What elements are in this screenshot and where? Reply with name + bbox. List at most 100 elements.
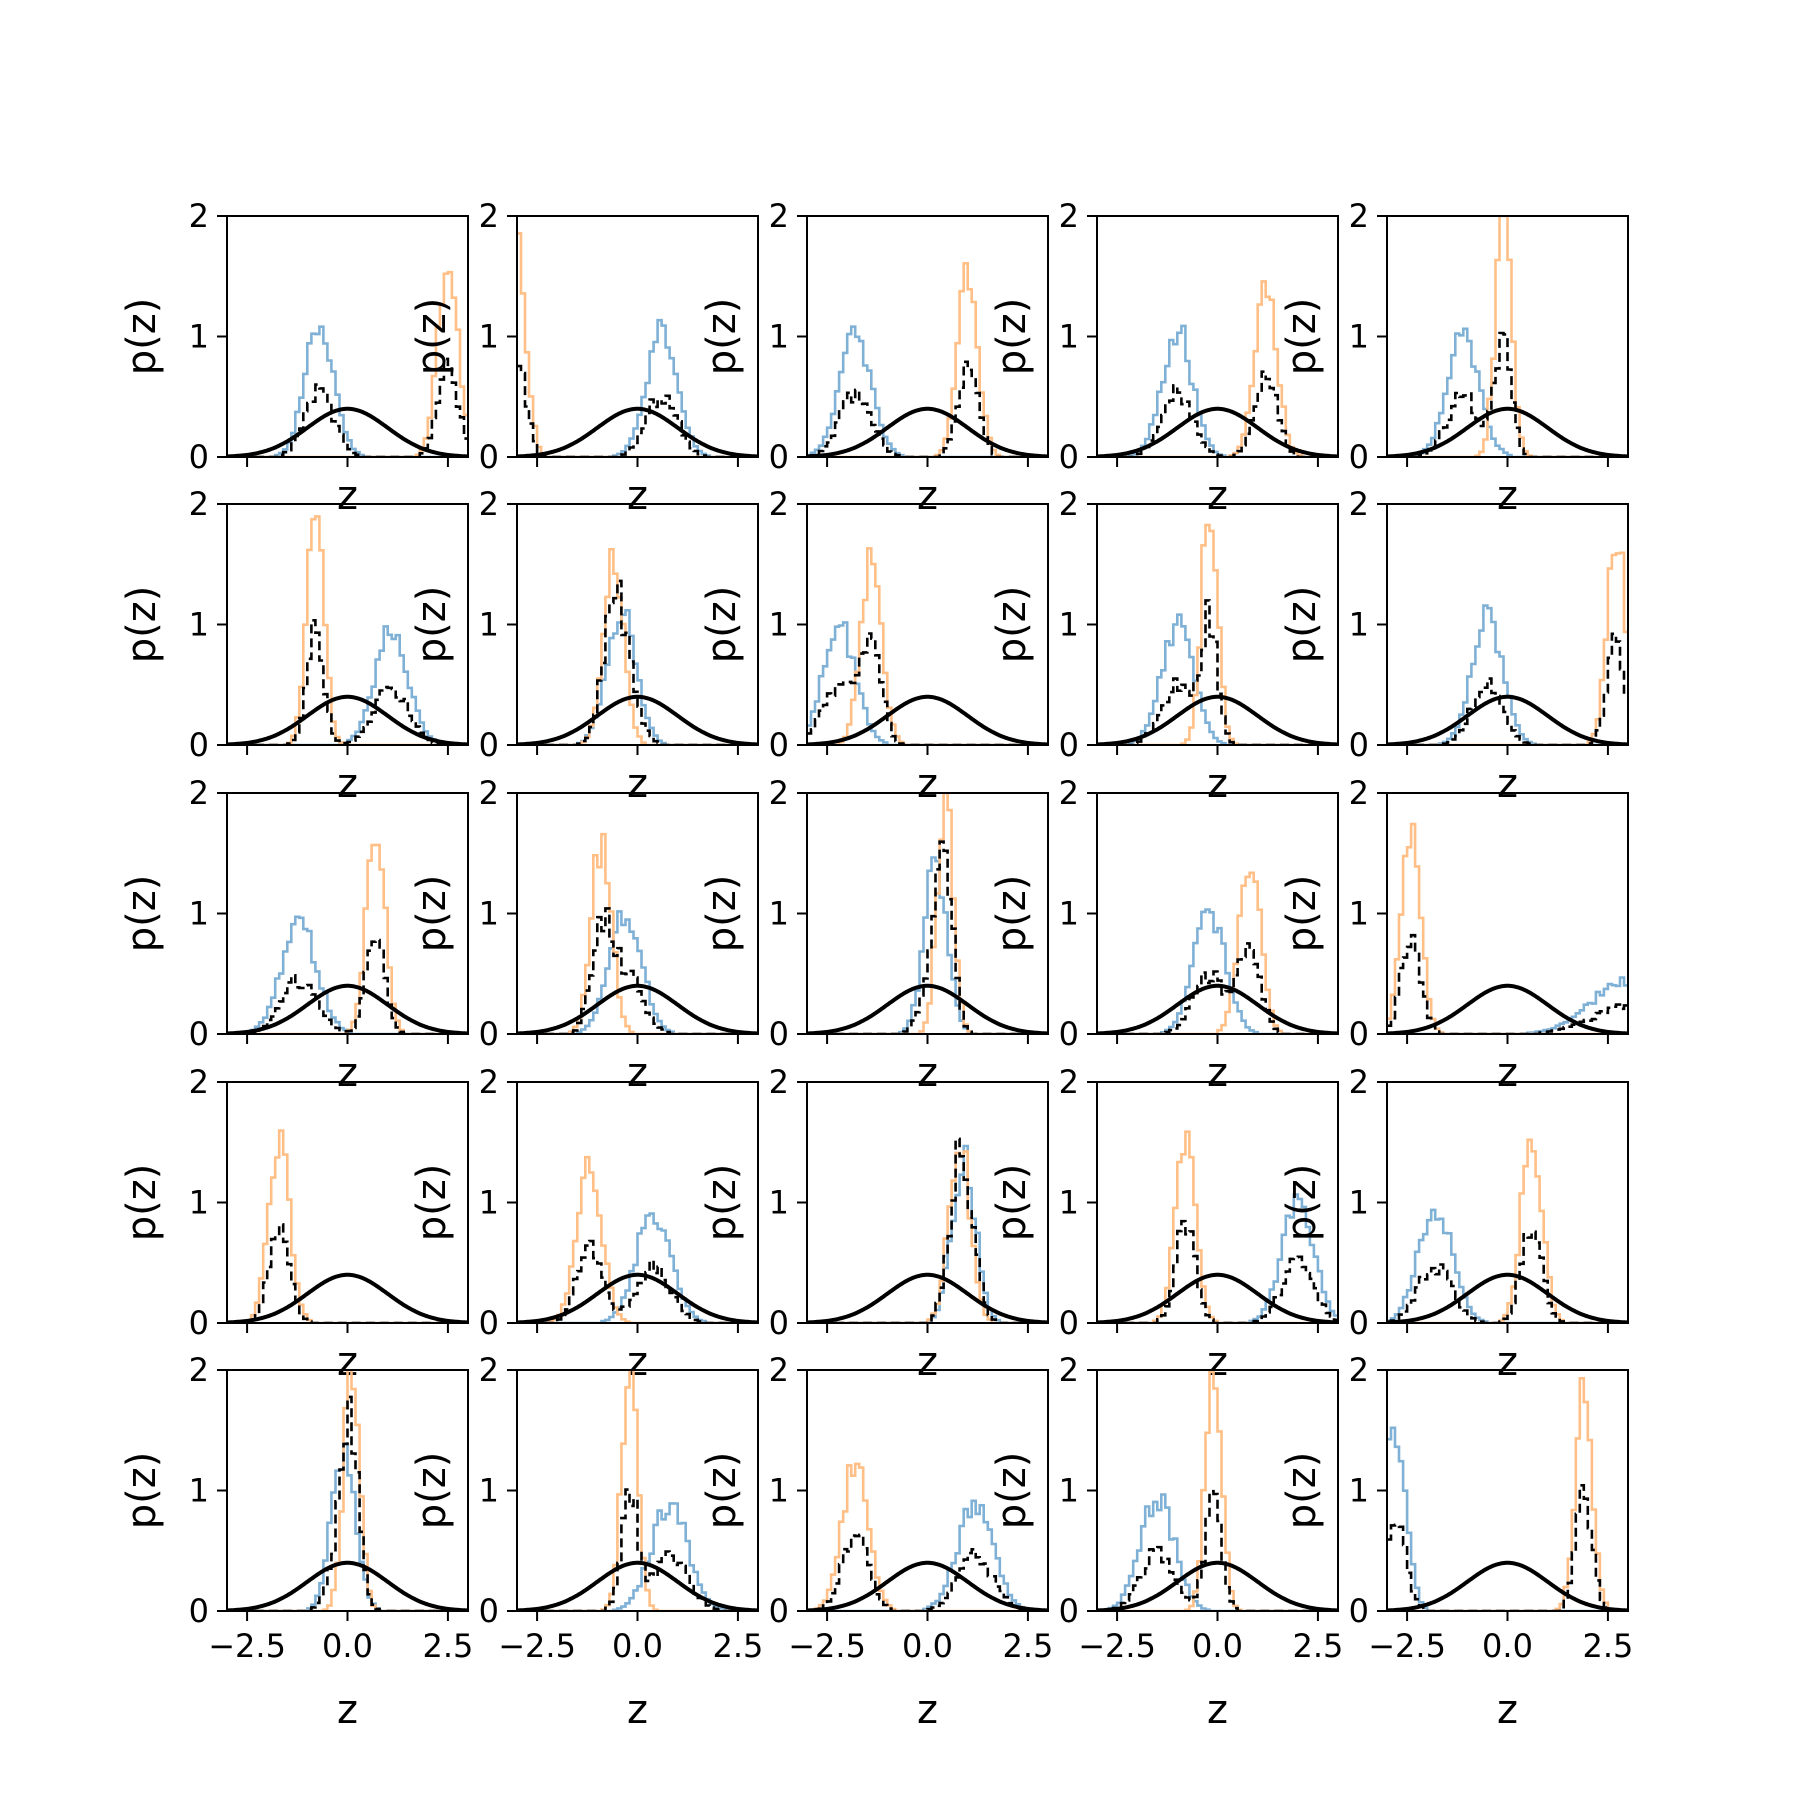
orange-histogram xyxy=(807,262,1048,457)
y-tick-label: 1 xyxy=(1349,318,1369,356)
y-axis-label: p(z) xyxy=(699,298,745,376)
orange-histogram xyxy=(1097,523,1338,745)
plot-area xyxy=(227,270,468,457)
blue-histogram xyxy=(807,621,1048,745)
prior-curve xyxy=(1387,983,1628,1034)
blue-histogram xyxy=(1097,1493,1338,1611)
y-tick-label: 1 xyxy=(769,895,789,933)
mixture-histogram-dashed xyxy=(227,357,468,457)
prior-curve xyxy=(1097,983,1338,1034)
y-tick-label: 0 xyxy=(479,726,499,764)
x-axis-label: z xyxy=(1497,1339,1518,1385)
prior-curve xyxy=(1097,406,1338,457)
subplot-2-2: 0 1 2 p(z) z xyxy=(409,485,759,807)
y-tick-label: 2 xyxy=(479,1351,499,1389)
mixture-histogram-dashed xyxy=(1097,1219,1338,1323)
x-axis-label: z xyxy=(627,1687,648,1733)
orange-histogram xyxy=(807,547,1048,745)
y-tick-label: 2 xyxy=(479,1063,499,1101)
y-tick-label: 0 xyxy=(1059,438,1079,476)
y-tick-label: 2 xyxy=(769,485,789,523)
plot-area xyxy=(1097,1370,1338,1611)
prior-curve xyxy=(227,1272,468,1323)
x-axis-label: z xyxy=(337,473,358,519)
x-axis-label: z xyxy=(1207,473,1228,519)
x-tick-label: 2.5 xyxy=(1002,1627,1053,1665)
y-tick-label: 1 xyxy=(1349,1184,1369,1222)
orange-histogram xyxy=(1097,1130,1338,1323)
y-tick-label: 0 xyxy=(769,1015,789,1053)
mixture-histogram-dashed xyxy=(807,1533,1048,1611)
y-axis-label: p(z) xyxy=(409,298,455,376)
prior-curve xyxy=(1097,1560,1338,1611)
y-tick-label: 2 xyxy=(1059,1063,1079,1101)
mixture-histogram-dashed xyxy=(517,1488,758,1611)
prior-curve xyxy=(807,694,1048,745)
mixture-histogram-dashed xyxy=(1387,632,1628,745)
mixture-histogram-dashed xyxy=(1387,1230,1628,1323)
y-tick-label: 2 xyxy=(1349,1351,1369,1389)
subplot-2-4: 0 1 2 p(z) z xyxy=(989,485,1339,807)
y-tick-label: 2 xyxy=(769,1351,789,1389)
x-axis-label: z xyxy=(1207,761,1228,807)
blue-histogram xyxy=(1097,1193,1338,1323)
subplot-1-5: 0 1 2 p(z) z xyxy=(1279,197,1629,519)
mixture-histogram-dashed xyxy=(1387,1484,1628,1611)
subplot-3-5: 0 1 2 p(z) z xyxy=(1279,774,1629,1096)
orange-histogram xyxy=(517,548,758,745)
mixture-histogram-dashed xyxy=(227,619,468,745)
y-tick-label: 2 xyxy=(769,197,789,235)
x-tick-label: 2.5 xyxy=(1292,1627,1343,1665)
y-axis-label: p(z) xyxy=(989,586,1035,664)
subplot-grid: 0 1 2 p(z) z 0 1 2 p(z) z 0 1 2 p(z) z 0 1 2 p(z) z 0 1 2 p(z) z… xyxy=(119,197,1633,1733)
subplot-5-5: 0 1 2 p(z) −2.5 0.0 2.5 z xyxy=(1279,1351,1633,1733)
y-tick-label: 1 xyxy=(1059,1472,1079,1510)
y-tick-label: 2 xyxy=(1349,485,1369,523)
y-tick-label: 2 xyxy=(1059,485,1079,523)
y-tick-label: 2 xyxy=(1349,1063,1369,1101)
y-tick-label: 2 xyxy=(189,1063,209,1101)
y-axis-label: p(z) xyxy=(989,298,1035,376)
y-tick-label: 2 xyxy=(1059,1351,1079,1389)
orange-histogram xyxy=(1097,871,1338,1034)
subplot-5-2: 0 1 2 p(z) −2.5 0.0 2.5 z xyxy=(409,1351,763,1733)
blue-histogram xyxy=(807,1144,1048,1323)
y-tick-label: 2 xyxy=(1349,774,1369,812)
blue-histogram xyxy=(1387,604,1628,745)
y-axis-label: p(z) xyxy=(119,298,165,376)
y-tick-label: 1 xyxy=(189,606,209,644)
blue-histogram xyxy=(517,1212,758,1323)
orange-histogram xyxy=(517,1370,758,1611)
y-tick-label: 0 xyxy=(1349,438,1369,476)
y-axis-label: p(z) xyxy=(1279,298,1325,376)
x-tick-label: 0.0 xyxy=(902,1627,953,1665)
plot-area xyxy=(517,548,758,745)
x-axis-label: z xyxy=(337,1687,358,1733)
subplot-3-4: 0 1 2 p(z) z xyxy=(989,774,1339,1096)
subplot-1-4: 0 1 2 p(z) z xyxy=(989,197,1339,519)
y-tick-label: 1 xyxy=(479,1472,499,1510)
x-axis-label: z xyxy=(337,1050,358,1096)
blue-histogram xyxy=(227,325,468,457)
y-tick-label: 2 xyxy=(479,197,499,235)
plot-area xyxy=(227,843,468,1034)
y-tick-label: 1 xyxy=(189,1472,209,1510)
y-tick-label: 0 xyxy=(479,1015,499,1053)
plot-area xyxy=(1387,822,1628,1034)
y-tick-label: 0 xyxy=(1349,1015,1369,1053)
y-axis-label: p(z) xyxy=(119,875,165,953)
prior-curve xyxy=(807,406,1048,457)
y-axis-label: p(z) xyxy=(989,875,1035,953)
subplot-3-1: 0 1 2 p(z) z xyxy=(119,774,469,1096)
plot-area xyxy=(517,1155,758,1323)
y-axis-label: p(z) xyxy=(1279,1452,1325,1530)
subplot-5-3: 0 1 2 p(z) −2.5 0.0 2.5 z xyxy=(699,1351,1053,1733)
y-tick-label: 0 xyxy=(1059,726,1079,764)
y-tick-label: 0 xyxy=(769,726,789,764)
x-tick-label: 0.0 xyxy=(1192,1627,1243,1665)
y-tick-label: 2 xyxy=(189,774,209,812)
y-axis-label: p(z) xyxy=(409,1452,455,1530)
plot-area xyxy=(807,793,1048,1034)
